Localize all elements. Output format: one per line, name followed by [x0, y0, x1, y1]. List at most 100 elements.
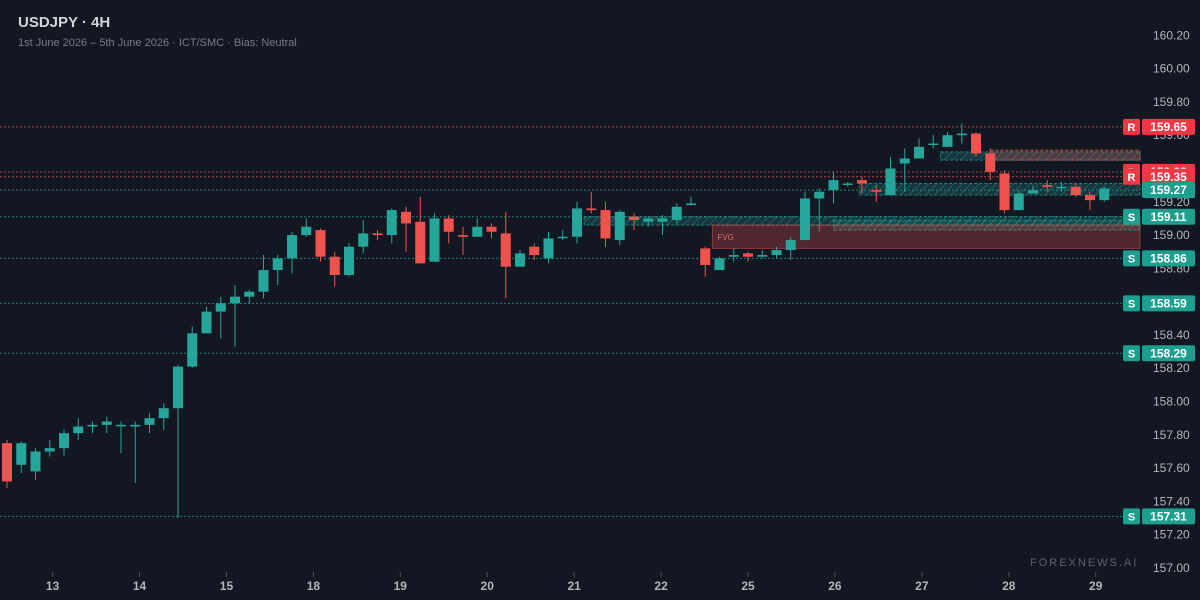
- level-price: 159.27: [1150, 183, 1187, 197]
- candle: [871, 190, 882, 192]
- x-tick-label: 28: [1002, 579, 1016, 593]
- level-tag: S: [1128, 212, 1135, 224]
- level-badge-159.11: S 159.11: [1123, 208, 1195, 225]
- level-price: 159.11: [1150, 210, 1186, 224]
- candle: [899, 158, 910, 164]
- level-price: 158.86: [1150, 251, 1187, 265]
- y-tick-label: 158.00: [1153, 395, 1190, 409]
- candle: [101, 421, 112, 425]
- watermark: FOREXNEWS.AI: [1030, 557, 1139, 569]
- candle: [258, 270, 269, 292]
- time-axis-bg: [0, 572, 1142, 600]
- x-tick-label: 14: [133, 579, 147, 593]
- level-badge-159.65: R 159.65: [1123, 118, 1195, 135]
- candle: [771, 250, 782, 256]
- candle: [386, 210, 397, 236]
- y-tick-label: 158.40: [1153, 328, 1190, 342]
- candle: [928, 143, 939, 146]
- candle: [600, 210, 611, 239]
- candle: [885, 168, 896, 196]
- level-tag-box: [1123, 345, 1140, 362]
- candle: [244, 291, 255, 297]
- candle: [301, 226, 312, 236]
- candle: [728, 255, 739, 257]
- candle: [329, 256, 340, 276]
- level-badge-159.35: R 159.35: [1123, 168, 1195, 185]
- level-tag-box: [1123, 168, 1140, 185]
- candle: [500, 233, 511, 267]
- candle: [44, 448, 55, 452]
- candle: [529, 246, 540, 256]
- y-tick-label: 157.60: [1153, 461, 1190, 475]
- level-badge-158.86: S 158.86: [1123, 250, 1195, 267]
- level-price: 159.65: [1150, 120, 1187, 134]
- candle: [956, 133, 967, 136]
- level-tag: S: [1128, 348, 1135, 360]
- level-badge-159.27: 159.27: [1142, 182, 1195, 199]
- x-tick-label: 20: [481, 579, 495, 593]
- level-badge-158.29: S 158.29: [1123, 345, 1195, 362]
- candle: [458, 235, 468, 237]
- candle: [315, 230, 326, 257]
- candle: [1028, 190, 1038, 194]
- x-tick-label: 13: [46, 579, 60, 593]
- level-price: 159.35: [1150, 170, 1187, 184]
- level-price-box: [1142, 208, 1195, 225]
- level-badge-157.31: S 157.31: [1123, 508, 1195, 525]
- candle: [971, 133, 981, 154]
- candle: [671, 206, 682, 221]
- candle: [116, 424, 126, 427]
- x-tick-label: 18: [307, 579, 321, 593]
- candle: [215, 303, 226, 312]
- candle: [201, 311, 212, 334]
- zone-supply: [989, 149, 1141, 161]
- candle: [629, 216, 639, 221]
- level-tag-box: [1123, 508, 1140, 525]
- level-tag-box: [1123, 118, 1140, 135]
- x-tick-label: 21: [567, 579, 581, 593]
- y-tick-label: 159.20: [1153, 195, 1190, 209]
- candle: [16, 443, 27, 465]
- candle: [287, 235, 297, 259]
- level-price-box: [1142, 182, 1195, 199]
- candle: [857, 180, 867, 184]
- candle: [800, 198, 810, 241]
- candle: [1099, 188, 1110, 201]
- candle: [557, 236, 568, 239]
- x-tick-label: 25: [741, 579, 755, 593]
- zone-fvg: [711, 224, 1141, 249]
- candle: [572, 208, 582, 237]
- candle: [187, 333, 198, 367]
- candle: [586, 208, 597, 211]
- candle: [785, 240, 796, 251]
- candle: [985, 153, 996, 172]
- level-tag: R: [1128, 122, 1136, 134]
- candle: [942, 135, 953, 147]
- candle: [686, 203, 696, 206]
- level-price-box: [1142, 295, 1195, 312]
- y-tick-label: 158.20: [1153, 361, 1190, 375]
- level-price: 158.59: [1150, 296, 1187, 310]
- candle: [515, 253, 525, 267]
- level-tag: S: [1128, 511, 1135, 523]
- chart-header: USDJPY · 4H 1st June 2026 – 5th June 202…: [18, 14, 297, 49]
- y-tick-label: 160.00: [1153, 62, 1190, 76]
- candle: [87, 424, 98, 427]
- y-tick-label: 157.80: [1153, 428, 1190, 442]
- level-price: 157.31: [1150, 509, 1187, 523]
- candle: [443, 218, 454, 232]
- level-tag: R: [1128, 172, 1136, 184]
- candle: [415, 221, 426, 264]
- level-price-box: [1142, 508, 1195, 525]
- chart-subtitle: 1st June 2026 – 5th June 2026 · ICT/SMC …: [18, 37, 297, 49]
- candle: [401, 211, 411, 224]
- candle: [358, 233, 369, 247]
- zone-hatch: [940, 151, 1140, 161]
- level-tag-box: [1123, 250, 1140, 267]
- level-tag-box: [1123, 295, 1140, 312]
- candle: [372, 233, 383, 236]
- level-tag: S: [1128, 253, 1135, 265]
- candle: [1070, 186, 1081, 196]
- candle: [1042, 185, 1053, 187]
